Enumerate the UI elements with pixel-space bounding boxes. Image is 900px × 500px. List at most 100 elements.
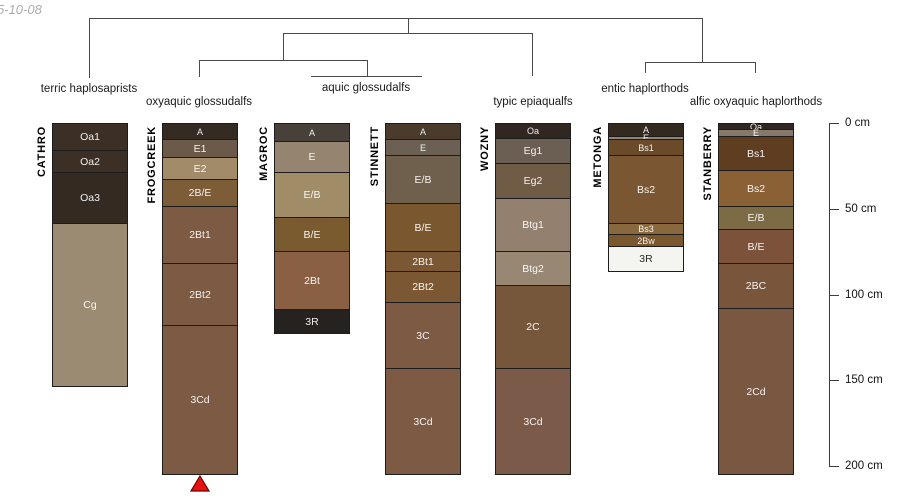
profile-name-magroc: MAGROC (258, 122, 274, 181)
horizon: Bs2 (609, 155, 683, 223)
horizon: Bs2 (719, 170, 793, 206)
horizon-label: 3R (639, 253, 653, 265)
horizon: 2Cd (719, 308, 793, 474)
horizon: 3R (609, 246, 683, 271)
profile-name-wozny: WOZNY (479, 122, 495, 171)
horizon: B/E (386, 203, 460, 251)
horizon: Oa (496, 124, 570, 138)
horizon: B/E (275, 217, 349, 251)
horizon: 2Bt1 (386, 251, 460, 271)
horizon: 3Cd (386, 368, 460, 474)
horizon-label: 3C (416, 329, 430, 342)
profile-column-wozny: Oa Eg1 Eg2 Btg1 Btg2 2C 3Cd (495, 123, 571, 475)
profile-name-label: WOZNY (479, 126, 491, 171)
dendrogram-branch (199, 60, 200, 77)
horizon: 2Bw (609, 234, 683, 246)
horizon: Oa1 (53, 124, 127, 150)
horizon: Btg1 (496, 198, 570, 251)
dendrogram-branch (408, 18, 409, 33)
horizon-label: Bs2 (746, 182, 766, 195)
horizon-label: E (752, 128, 759, 138)
horizon-label: E/B (747, 212, 765, 224)
profile-column-cathro: Oa1 Oa2 Oa3 Cg (52, 123, 128, 387)
dendrogram-branch (702, 18, 703, 62)
horizon: Oa (719, 121, 793, 132)
profile-column-metonga: A E Bs1 Bs2 Bs3 2Bw 3R (608, 123, 684, 272)
horizon-label: A (196, 126, 203, 137)
horizon-label: Btg2 (522, 262, 544, 275)
horizon: E/B (719, 206, 793, 229)
horizon-label: Oa3 (80, 192, 100, 204)
profile-column-stanberry: Oa E Bs1 Bs2 E/B B/E 2BC 2Cd (718, 121, 794, 475)
horizon-label: 2Bt1 (189, 229, 211, 241)
horizon: 3R (275, 309, 349, 333)
horizon-label: A (308, 127, 315, 138)
horizon-label: Oa2 (80, 155, 100, 168)
horizon-label: A (419, 126, 426, 137)
date-annotation: 5-10-08 (0, 2, 42, 17)
horizon-label: Oa (749, 121, 762, 132)
profile-name-label: STANBERRY (702, 126, 714, 201)
horizon: 2Bt2 (386, 271, 460, 302)
horizon-label: Bs2 (636, 183, 656, 196)
horizon: E2 (163, 157, 237, 179)
horizon: 2C (496, 285, 570, 368)
classification-label: typic epiaqualfs (493, 96, 573, 108)
horizon-label: 2Cd (746, 385, 766, 398)
horizon: 3Cd (163, 325, 237, 474)
horizon: E/B (275, 172, 349, 217)
horizon-label: 2Bt2 (412, 281, 434, 293)
horizon-label: 2B/E (188, 187, 212, 199)
dendrogram-branch (89, 18, 90, 78)
dendrogram-branch (645, 62, 646, 73)
depth-axis-tick (829, 380, 839, 381)
depth-axis-tick (829, 123, 839, 124)
profile-name-label: STINNETT (369, 126, 381, 187)
dendrogram-branch (199, 60, 367, 61)
horizon-label: E2 (193, 162, 207, 175)
horizon: Eg2 (496, 163, 570, 198)
horizon: Bs1 (609, 139, 683, 155)
horizon-label: 2Bt1 (412, 255, 434, 268)
depth-axis-tick-label: 0 cm (845, 117, 870, 129)
horizon: 2Bt (275, 251, 349, 309)
profile-name-stanberry: STANBERRY (702, 122, 718, 200)
horizon-label: E (419, 142, 426, 153)
depth-axis-tick-label: 50 cm (845, 203, 877, 215)
depth-axis-line (829, 123, 830, 466)
dendrogram-branch (283, 33, 532, 34)
horizon-label: Bs1 (638, 142, 654, 153)
dendrogram-branch (89, 18, 702, 19)
horizon: E/B (386, 155, 460, 203)
horizon-label: Btg1 (522, 219, 544, 231)
horizon: 2B/E (163, 179, 237, 206)
horizon: A (386, 124, 460, 139)
horizon: B/E (719, 229, 793, 263)
horizon: Oa3 (53, 172, 127, 223)
horizon-label: B/E (747, 240, 765, 253)
horizon: Bs1 (719, 136, 793, 170)
horizon-label: 3Cd (523, 415, 543, 428)
profile-name-cathro: CATHRO (36, 122, 52, 177)
horizon-label: 2Bw (637, 235, 655, 246)
classification-label: terric haplosaprists (40, 83, 138, 95)
horizon-label: Oa (526, 126, 539, 136)
horizon-label: Bs3 (638, 224, 654, 234)
horizon-label: 2C (526, 321, 540, 333)
horizon-label: B/E (303, 228, 321, 241)
horizon-label: E/B (303, 189, 321, 201)
dendrogram-branch (367, 60, 368, 76)
depth-axis-tick-label: 200 cm (845, 460, 883, 472)
horizon-label: E (308, 151, 316, 163)
profile-column-stinnett: A E E/B B/E 2Bt1 2Bt2 3C 3Cd (385, 123, 461, 475)
horizon-label: E (642, 133, 649, 143)
horizon: Cg (53, 223, 127, 386)
horizon-label: E1 (193, 142, 207, 155)
classification-label: alfic oxyaquic haplorthods (689, 96, 823, 108)
horizon: Btg2 (496, 251, 570, 285)
horizon-label: E/B (414, 173, 432, 186)
horizon-label: 3Cd (413, 415, 433, 428)
horizon-label: Bs1 (746, 147, 766, 160)
horizon: Eg1 (496, 138, 570, 163)
